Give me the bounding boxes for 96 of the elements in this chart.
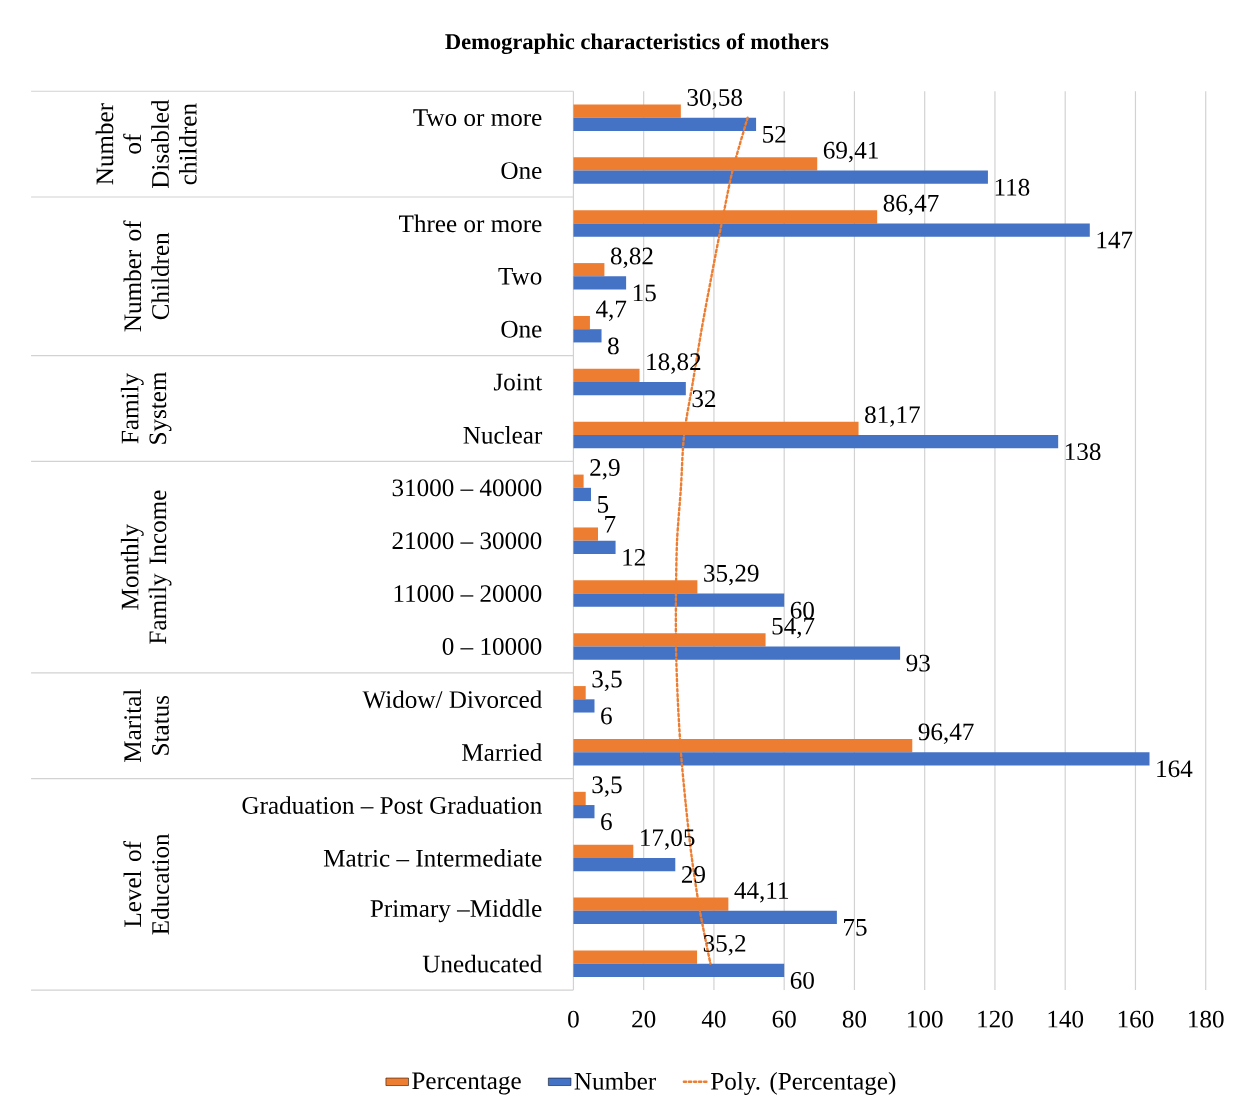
bar	[573, 487, 591, 502]
data-label: 44,11	[734, 882, 789, 903]
bar	[573, 368, 640, 383]
bar	[573, 170, 988, 184]
data-label: 12	[623, 549, 645, 566]
data-label: 35,29	[704, 564, 759, 586]
data-label: 118	[995, 178, 1030, 196]
bar	[573, 540, 616, 555]
bar	[573, 950, 698, 964]
bar	[573, 382, 686, 396]
y-tick-label: Nuclear	[463, 426, 543, 444]
data-label: 15	[633, 284, 656, 302]
y-tick-label: 21000 – 30000	[392, 532, 542, 550]
bar	[573, 329, 602, 343]
y-tick-label: Two	[498, 268, 542, 285]
data-label: 3,5	[592, 776, 622, 797]
data-label: 29	[681, 866, 705, 884]
data-label: 7	[605, 516, 616, 533]
legend-label: Number	[574, 1072, 656, 1090]
y-tick-label: Two or more	[413, 109, 542, 127]
text: Level of Education	[123, 833, 170, 935]
x-tick-label: 100	[908, 1010, 943, 1028]
x-tick-label: 80	[842, 1010, 867, 1028]
data-label: 32	[692, 390, 716, 408]
x-tick-label: 60	[772, 1010, 796, 1028]
bar	[573, 646, 901, 660]
data-label: 164	[1157, 760, 1193, 778]
data-label: 81,17	[865, 406, 920, 427]
text: Family System	[120, 372, 172, 444]
y-tick-label: 31000 – 40000	[392, 479, 542, 497]
bar	[573, 963, 785, 978]
data-label: 52	[763, 126, 786, 143]
x-tick-label: 160	[1118, 1010, 1154, 1028]
data-label: 138	[1065, 443, 1101, 461]
y-tick-label: Three or more	[399, 214, 542, 233]
data-label: 147	[1097, 231, 1133, 249]
bar	[573, 791, 586, 806]
legend-label: Percentage	[412, 1072, 521, 1095]
data-label: 54,7	[772, 617, 815, 639]
bar	[573, 223, 1090, 237]
y-tick-label: Matric – Intermediate	[323, 849, 542, 867]
y-tick-label: Uneducated	[422, 954, 542, 973]
data-label: 5	[598, 496, 609, 513]
y-tick-label: One	[501, 320, 542, 338]
bar	[573, 752, 1150, 766]
chart-title: Demographic characteristics of mothers	[445, 33, 829, 55]
bar	[573, 805, 595, 819]
x-tick-label: 180	[1189, 1010, 1224, 1028]
y-tick-label: Married	[462, 743, 542, 762]
data-label: 30,58	[687, 89, 742, 110]
bar	[573, 910, 837, 925]
data-label: 18,82	[647, 353, 701, 374]
y-tick-label: One	[501, 162, 542, 180]
y-tick-label: Primary –Middle	[370, 899, 542, 923]
data-label: 60	[790, 972, 814, 989]
x-tick-label: 20	[632, 1010, 656, 1028]
data-label: 2,9	[590, 459, 620, 480]
bar	[573, 117, 757, 132]
data-label: 8	[608, 337, 619, 355]
y-tick-label: Graduation – Post Graduation	[242, 796, 542, 815]
bar	[573, 593, 785, 607]
data-label: 69,41	[823, 142, 878, 163]
text: Number of Disabled children	[95, 99, 197, 189]
bar	[573, 858, 676, 872]
bar	[573, 699, 595, 713]
data-label: 96,47	[918, 723, 974, 745]
bar	[573, 686, 586, 700]
y-tick-label: Joint	[493, 373, 543, 391]
data-label: 4,7	[595, 300, 627, 322]
bar	[573, 435, 1059, 449]
bar	[573, 263, 605, 277]
x-tick-label: 40	[701, 1010, 726, 1028]
bar	[573, 844, 634, 859]
bar	[573, 527, 599, 541]
y-tick-label: 11000 – 20000	[394, 585, 542, 603]
y-tick-label: 0 – 10000	[442, 638, 542, 656]
data-label: 93	[906, 654, 930, 672]
data-label: 3,5	[592, 670, 622, 692]
data-label: 6	[601, 813, 612, 831]
x-tick-label: 0	[568, 1010, 579, 1028]
x-tick-label: 140	[1048, 1010, 1084, 1028]
bar	[573, 104, 681, 118]
x-tick-label: 120	[978, 1010, 1013, 1028]
bar	[573, 474, 584, 488]
bar	[573, 276, 627, 290]
text: Marital Status	[123, 689, 169, 763]
text: Number of Children	[123, 220, 170, 332]
data-label: 8,82	[610, 247, 653, 269]
data-label: 75	[844, 919, 867, 936]
data-label: 60	[790, 601, 814, 619]
data-label: 86,47	[883, 194, 939, 216]
y-tick-label: Widow/ Divorced	[362, 690, 542, 709]
data-label: 6	[601, 707, 612, 725]
bar	[573, 316, 590, 330]
text: Monthly Family Income	[120, 490, 172, 644]
legend-label: Poly. (Percentage)	[711, 1072, 896, 1096]
